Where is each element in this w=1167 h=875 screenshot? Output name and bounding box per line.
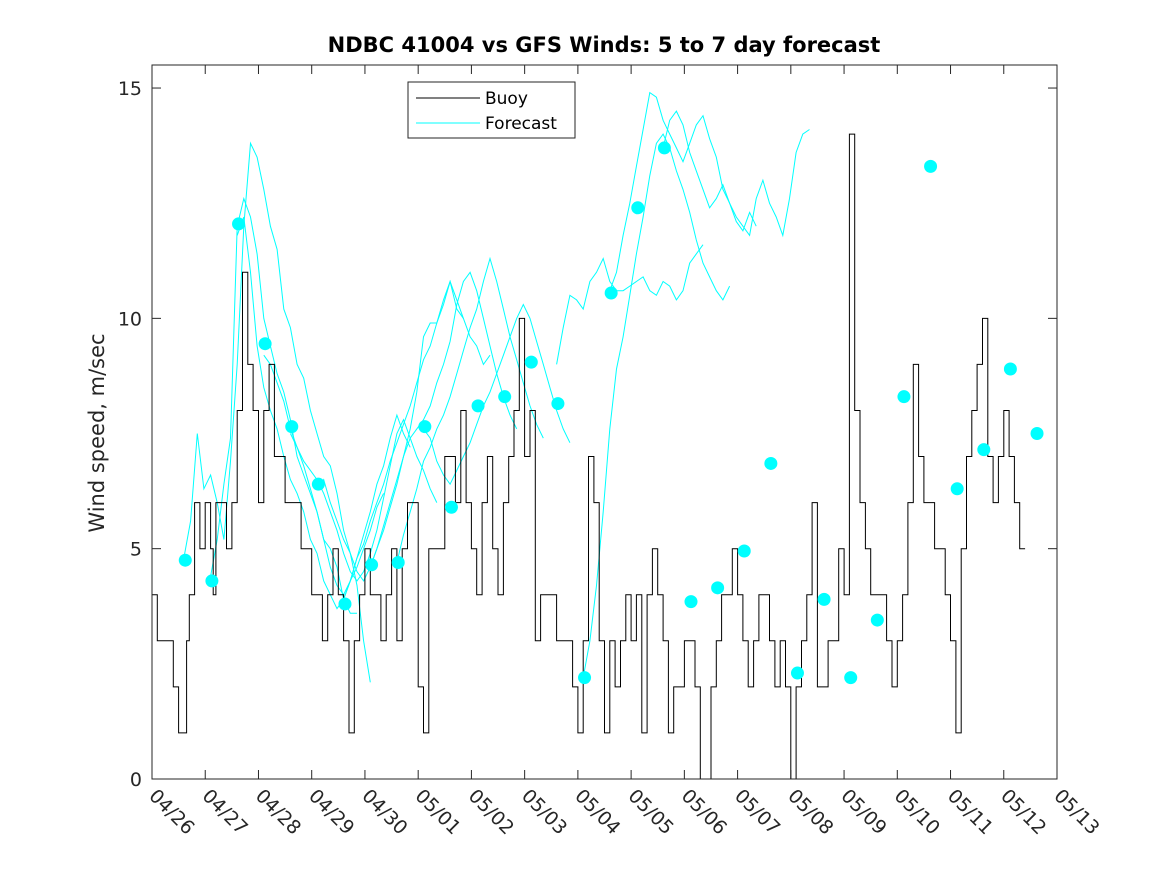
- forecast-series-line: [369, 271, 518, 568]
- y-tick-label: 15: [118, 78, 142, 100]
- forecast-lines: [183, 91, 810, 683]
- forecast-dot: [311, 477, 325, 491]
- forecast-series-line: [556, 244, 704, 365]
- forecast-dot: [444, 500, 458, 514]
- x-tick-label: 04/29: [304, 785, 358, 839]
- forecast-series-line: [263, 354, 411, 596]
- y-ticks: 0 5 10 15: [118, 78, 1057, 791]
- x-tick-label: 05/08: [783, 785, 837, 839]
- x-tick-label: 05/13: [1049, 785, 1103, 839]
- forecast-dot: [258, 337, 272, 351]
- x-tick-label: 05/02: [464, 785, 518, 839]
- forecast-dots: [178, 141, 1044, 685]
- forecast-dot: [232, 217, 246, 231]
- forecast-series-line: [236, 216, 385, 610]
- x-tick-label: 05/06: [677, 785, 731, 839]
- y-tick-label: 10: [118, 308, 142, 330]
- forecast-dot: [285, 420, 299, 434]
- x-tick-label: 05/03: [517, 785, 571, 839]
- x-tick-label: 05/09: [837, 785, 891, 839]
- x-tick-label: 04/26: [144, 785, 198, 839]
- chart-title: NDBC 41004 vs GFS Winds: 5 to 7 day fore…: [328, 33, 881, 57]
- forecast-series-line: [423, 303, 571, 486]
- buoy-series: [152, 133, 1026, 779]
- forecast-dot: [764, 456, 778, 470]
- plot-frame: [151, 64, 1058, 780]
- x-tick-label: 04/28: [251, 785, 305, 839]
- forecast-dot: [1003, 362, 1017, 376]
- forecast-dot: [897, 390, 911, 404]
- forecast-series-line: [609, 91, 757, 291]
- forecast-series-line: [662, 110, 810, 238]
- x-tick-label: 05/04: [570, 785, 624, 839]
- forecast-dot: [205, 574, 219, 588]
- x-tick-label: 05/10: [890, 785, 944, 839]
- forecast-dot: [418, 420, 432, 434]
- forecast-dot: [711, 581, 725, 595]
- forecast-dot: [817, 592, 831, 606]
- forecast-dot: [178, 553, 192, 567]
- x-ticks: 04/2604/2704/2804/2904/3005/0105/0205/03…: [144, 65, 1104, 839]
- forecast-series-line: [343, 279, 491, 600]
- forecast-dot: [684, 595, 698, 609]
- forecast-series-line: [582, 133, 731, 678]
- forecast-series-line: [289, 418, 438, 582]
- x-tick-label: 04/27: [198, 785, 252, 839]
- y-tick-label: 5: [130, 539, 142, 561]
- forecast-series-line: [183, 141, 371, 683]
- forecast-dot: [870, 613, 884, 627]
- x-tick-label: 05/11: [943, 785, 997, 839]
- forecast-dot: [977, 443, 991, 457]
- forecast-dot: [657, 141, 671, 155]
- forecast-dot: [551, 397, 565, 411]
- forecast-dot: [391, 555, 405, 569]
- x-tick-label: 05/12: [996, 785, 1050, 839]
- forecast-dot: [524, 355, 538, 369]
- buoy-line: [152, 133, 1026, 779]
- forecast-dot: [790, 666, 804, 680]
- forecast-dot: [924, 159, 938, 173]
- forecast-dot: [1030, 427, 1044, 441]
- x-tick-label: 05/01: [411, 785, 465, 839]
- forecast-dot: [578, 671, 592, 685]
- forecast-dot: [950, 482, 964, 496]
- x-tick-label: 04/30: [357, 785, 411, 839]
- forecast-dot: [604, 286, 618, 300]
- x-tick-label: 05/07: [730, 785, 784, 839]
- forecast-dot: [631, 201, 645, 215]
- forecast-dot: [498, 390, 512, 404]
- legend: Buoy Forecast: [407, 81, 576, 139]
- y-tick-label: 0: [130, 769, 142, 791]
- legend-buoy-label: Buoy: [485, 89, 528, 109]
- forecast-series-line: [396, 256, 544, 563]
- forecast-dot: [471, 399, 485, 413]
- legend-box: [407, 81, 576, 139]
- forecast-dot: [737, 544, 751, 558]
- y-axis-label: Wind speed, m/sec: [85, 333, 109, 532]
- legend-forecast-label: Forecast: [485, 114, 557, 134]
- forecast-dot: [365, 558, 379, 572]
- forecast-dot: [844, 671, 858, 685]
- forecast-series-line: [210, 196, 357, 614]
- x-tick-label: 05/05: [624, 785, 678, 839]
- forecast-dot: [338, 597, 352, 611]
